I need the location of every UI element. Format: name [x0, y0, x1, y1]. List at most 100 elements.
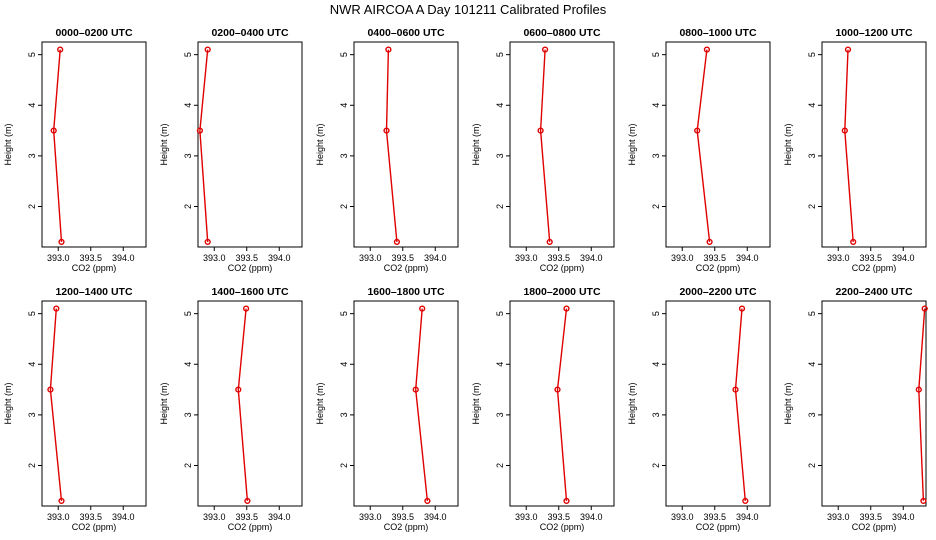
- profile-line: [414, 308, 429, 501]
- y-tick-label: 3: [495, 412, 505, 417]
- y-tick-label: 4: [27, 103, 37, 108]
- x-tick-label: 393.0: [203, 512, 226, 522]
- profile-line: [385, 49, 398, 242]
- y-tick-label: 2: [651, 204, 661, 209]
- data-point: [915, 386, 922, 393]
- x-tick-label: 394.0: [892, 253, 915, 263]
- x-tick-label: 394.0: [580, 253, 603, 263]
- y-tick-label: 4: [495, 362, 505, 367]
- panel-title: 2200–2400 UTC: [835, 286, 912, 298]
- x-tick-label: 393.0: [671, 253, 694, 263]
- data-point: [58, 238, 65, 246]
- x-tick-label: 393.5: [79, 512, 102, 522]
- x-axis-label: CO2 (ppm): [228, 263, 273, 273]
- panel-title: 0800–1000 UTC: [679, 27, 756, 39]
- y-tick-label: 4: [27, 362, 37, 367]
- y-tick-label: 2: [807, 204, 817, 209]
- data-point: [243, 305, 250, 312]
- panel-title: 1000–1200 UTC: [835, 27, 912, 39]
- data-point: [50, 127, 57, 134]
- plot-frame: [821, 41, 927, 248]
- x-axis-label: CO2 (ppm): [696, 522, 741, 532]
- data-point: [204, 46, 211, 53]
- data-point: [563, 305, 570, 312]
- plot-frame: [509, 41, 615, 248]
- x-tick-label: 393.5: [235, 253, 258, 263]
- plot-frame: [197, 300, 303, 507]
- plot-frame: [197, 41, 303, 248]
- profile-line: [696, 49, 711, 242]
- y-tick-label: 3: [27, 153, 37, 158]
- data-point: [385, 46, 392, 53]
- y-axis-label: Height (m): [315, 382, 325, 424]
- y-tick-label: 3: [807, 412, 817, 417]
- y-axis-label: Height (m): [627, 123, 637, 165]
- profile-line: [918, 308, 926, 501]
- x-axis-label: CO2 (ppm): [228, 522, 273, 532]
- y-tick-label: 5: [27, 52, 37, 57]
- data-point: [921, 305, 928, 312]
- data-point: [742, 497, 749, 505]
- y-tick-label: 5: [807, 311, 817, 316]
- y-axis-label: Height (m): [3, 382, 13, 424]
- data-point: [546, 238, 553, 246]
- data-point: [738, 305, 746, 312]
- x-axis-label: CO2 (ppm): [72, 263, 117, 273]
- data-point: [841, 127, 848, 134]
- y-tick-label: 5: [27, 311, 37, 316]
- y-tick-label: 2: [27, 463, 37, 468]
- x-tick-label: 393.5: [703, 512, 726, 522]
- x-tick-label: 393.0: [827, 253, 850, 263]
- x-tick-label: 393.5: [547, 253, 570, 263]
- x-axis-label: CO2 (ppm): [852, 263, 897, 273]
- x-axis-label: CO2 (ppm): [540, 522, 585, 532]
- y-tick-label: 2: [651, 463, 661, 468]
- y-tick-label: 2: [807, 463, 817, 468]
- plot-frame: [665, 300, 771, 507]
- x-tick-label: 393.5: [859, 512, 882, 522]
- data-point: [393, 238, 401, 246]
- profile-line: [52, 49, 63, 242]
- x-tick-label: 394.0: [268, 253, 291, 263]
- data-point: [424, 497, 431, 505]
- data-point: [563, 497, 570, 505]
- y-tick-label: 5: [339, 52, 349, 57]
- y-tick-label: 5: [495, 311, 505, 316]
- y-tick-label: 3: [183, 153, 193, 158]
- panel-title: 1800–2000 UTC: [523, 286, 600, 298]
- x-tick-label: 394.0: [424, 512, 447, 522]
- panel-title: 1600–1800 UTC: [367, 286, 444, 298]
- data-point: [706, 238, 713, 246]
- data-point: [703, 46, 711, 53]
- panel-title: 0200–0400 UTC: [211, 27, 288, 39]
- x-tick-label: 393.0: [671, 512, 694, 522]
- y-axis-label: Height (m): [159, 123, 169, 165]
- x-tick-label: 394.0: [268, 512, 291, 522]
- y-tick-label: 2: [183, 204, 193, 209]
- x-tick-label: 394.0: [892, 512, 915, 522]
- data-point: [554, 386, 561, 393]
- x-axis-label: CO2 (ppm): [852, 522, 897, 532]
- y-tick-label: 5: [651, 52, 661, 57]
- x-tick-label: 393.0: [515, 253, 538, 263]
- y-tick-label: 4: [183, 362, 193, 367]
- y-tick-label: 2: [495, 204, 505, 209]
- plot-frame: [41, 41, 147, 248]
- x-tick-label: 393.5: [391, 512, 414, 522]
- x-axis-label: CO2 (ppm): [540, 263, 585, 273]
- y-tick-label: 4: [807, 362, 817, 367]
- y-tick-label: 5: [807, 52, 817, 57]
- y-tick-label: 3: [183, 412, 193, 417]
- data-point: [57, 46, 64, 53]
- y-tick-label: 4: [651, 103, 661, 108]
- x-tick-label: 393.5: [235, 512, 258, 522]
- y-tick-label: 4: [807, 103, 817, 108]
- y-axis-label: Height (m): [471, 123, 481, 165]
